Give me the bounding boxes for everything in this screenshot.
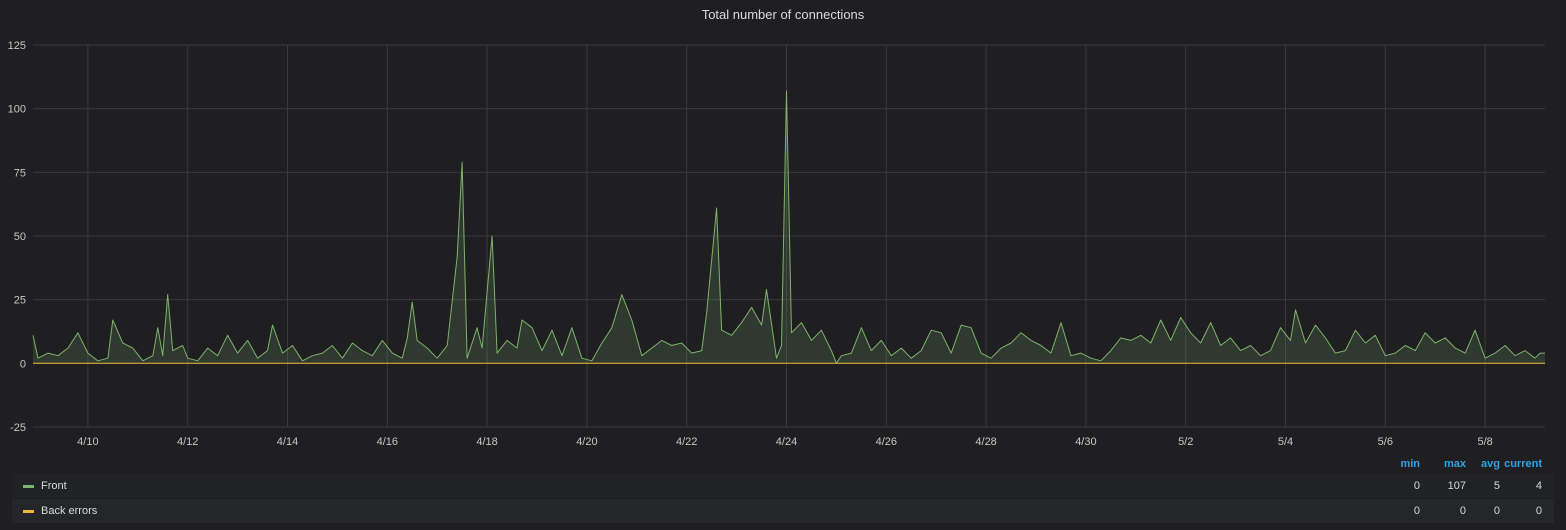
x-tick-label: 4/28 bbox=[975, 436, 996, 446]
legend-series-name-front[interactable]: Front bbox=[41, 480, 67, 492]
legend-series-name-back-errors[interactable]: Back errors bbox=[41, 505, 98, 517]
legend-value-current-back-errors: 0 bbox=[1535, 505, 1542, 517]
legend-value-min-front: 0 bbox=[1413, 480, 1420, 492]
legend-swatch-front[interactable] bbox=[23, 485, 34, 488]
legend-swatch-back-errors[interactable] bbox=[23, 510, 34, 513]
legend-row-front[interactable]: Front 0 107 5 4 bbox=[12, 474, 1554, 498]
y-tick-label: -25 bbox=[10, 422, 26, 434]
legend-table: min max avg current Front 0 107 5 4 Back… bbox=[12, 456, 1554, 524]
x-tick-label: 5/8 bbox=[1477, 436, 1492, 446]
legend-value-min-back-errors: 0 bbox=[1413, 505, 1420, 517]
y-tick-label: 25 bbox=[14, 295, 26, 307]
legend-value-avg-front: 5 bbox=[1493, 480, 1500, 492]
x-tick-label: 4/18 bbox=[476, 436, 497, 446]
x-tick-label: 5/4 bbox=[1278, 436, 1293, 446]
y-tick-label: 100 bbox=[8, 104, 26, 116]
x-tick-label: 4/24 bbox=[776, 436, 797, 446]
x-tick-label: 4/10 bbox=[77, 436, 98, 446]
series-line-front bbox=[32, 90, 1545, 364]
legend-value-max-back-errors: 0 bbox=[1459, 505, 1466, 517]
legend-value-current-front: 4 bbox=[1535, 480, 1542, 492]
x-tick-label: 5/6 bbox=[1378, 436, 1393, 446]
x-tick-label: 4/16 bbox=[377, 436, 398, 446]
legend-header: min max avg current bbox=[12, 456, 1554, 474]
x-tick-label: 4/30 bbox=[1075, 436, 1096, 446]
x-tick-label: 4/20 bbox=[576, 436, 597, 446]
legend-header-max[interactable]: max bbox=[1443, 458, 1466, 470]
y-tick-label: 125 bbox=[8, 40, 26, 52]
legend-header-avg[interactable]: avg bbox=[1481, 458, 1500, 470]
legend-row-back-errors[interactable]: Back errors 0 0 0 0 bbox=[12, 499, 1554, 523]
legend-value-avg-back-errors: 0 bbox=[1493, 505, 1500, 517]
x-tick-label: 4/26 bbox=[876, 436, 897, 446]
x-tick-label: 4/12 bbox=[177, 436, 198, 446]
legend-value-max-front: 107 bbox=[1447, 480, 1466, 492]
y-tick-label: 75 bbox=[14, 167, 26, 179]
panel-title: Total number of connections bbox=[701, 7, 865, 22]
x-tick-label: 4/22 bbox=[676, 436, 697, 446]
x-tick-label: 4/14 bbox=[277, 436, 298, 446]
y-tick-label: 0 bbox=[20, 358, 26, 370]
connections-chart: 125 100 75 50 25 0 -25 4/10 4/12 4/14 4/16 4/18 4/20… bbox=[8, 40, 1546, 446]
legend-header-min[interactable]: min bbox=[1400, 458, 1420, 470]
x-tick-label: 5/2 bbox=[1178, 436, 1193, 446]
legend-header-current[interactable]: current bbox=[1504, 458, 1542, 470]
y-tick-label: 50 bbox=[14, 231, 26, 243]
